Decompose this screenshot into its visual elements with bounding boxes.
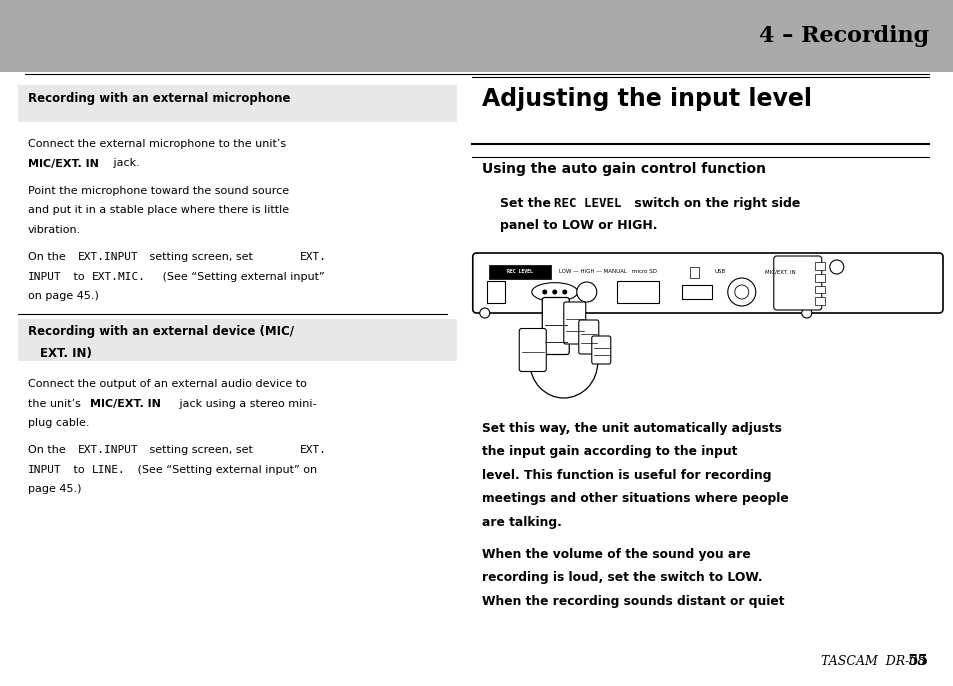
Text: MIC/EXT. IN: MIC/EXT. IN [28, 158, 99, 169]
Text: When the volume of the sound you are: When the volume of the sound you are [481, 548, 750, 561]
Text: REC LEVEL: REC LEVEL [553, 197, 620, 210]
Text: are talking.: are talking. [481, 516, 561, 529]
Text: 55: 55 [907, 654, 928, 668]
Text: EXT. IN): EXT. IN) [40, 347, 91, 360]
Text: level. This function is useful for recording: level. This function is useful for recor… [481, 469, 770, 482]
Text: Set this way, the unit automatically adjusts: Set this way, the unit automatically adj… [481, 422, 781, 435]
Bar [689, 267, 698, 278]
Text: EXT.: EXT. [299, 252, 327, 262]
Bar [617, 281, 659, 303]
Bar [814, 263, 824, 270]
Ellipse shape [529, 326, 598, 398]
FancyBboxPatch shape [773, 256, 821, 310]
Text: EXT.MIC.: EXT.MIC. [91, 272, 146, 281]
Bar [814, 274, 824, 282]
Text: Recording with an external device (MIC/: Recording with an external device (MIC/ [28, 325, 294, 338]
Circle shape [734, 285, 748, 299]
Text: on page 45.): on page 45.) [28, 291, 99, 301]
Text: page 45.): page 45.) [28, 484, 81, 495]
Text: the unit’s: the unit’s [28, 399, 84, 409]
Text: panel to LOW or HIGH.: panel to LOW or HIGH. [499, 219, 657, 232]
Text: recording is loud, set the switch to LOW.: recording is loud, set the switch to LOW… [481, 571, 761, 584]
Circle shape [552, 289, 557, 294]
Text: Point the microphone toward the sound source: Point the microphone toward the sound so… [28, 186, 289, 196]
Bar [18, 85, 456, 122]
Text: and put it in a stable place where there is little: and put it in a stable place where there… [28, 205, 289, 215]
Text: micro SD: micro SD [631, 270, 656, 274]
Bar [814, 285, 824, 294]
Text: jack.: jack. [110, 158, 139, 169]
Text: INPUT: INPUT [28, 465, 62, 475]
Text: REC LEVEL: REC LEVEL [506, 270, 532, 274]
Text: meetings and other situations where people: meetings and other situations where peop… [481, 493, 788, 506]
Text: USB: USB [714, 270, 725, 274]
Text: On the: On the [28, 252, 70, 262]
FancyBboxPatch shape [591, 336, 610, 364]
Text: plug cable.: plug cable. [28, 418, 90, 428]
Bar [488, 265, 550, 279]
Circle shape [829, 260, 842, 274]
Text: vibration.: vibration. [28, 225, 81, 235]
Bar [486, 281, 504, 303]
Text: INPUT: INPUT [28, 272, 62, 281]
Text: When the recording sounds distant or quiet: When the recording sounds distant or qui… [481, 595, 783, 608]
Text: TASCAM  DR-08: TASCAM DR-08 [820, 655, 928, 668]
FancyBboxPatch shape [563, 302, 585, 344]
Text: EXT.INPUT: EXT.INPUT [78, 445, 138, 456]
Circle shape [541, 289, 547, 294]
Text: EXT.: EXT. [299, 445, 327, 456]
Circle shape [561, 289, 567, 294]
Bar [0, 0, 953, 72]
Text: setting screen, set: setting screen, set [146, 445, 256, 456]
Text: MIC/EXT. IN: MIC/EXT. IN [764, 270, 795, 274]
Text: Adjusting the input level: Adjusting the input level [481, 87, 811, 111]
Text: jack using a stereo mini-: jack using a stereo mini- [175, 399, 316, 409]
FancyBboxPatch shape [518, 329, 546, 372]
Bar [814, 297, 824, 305]
Text: MIC/EXT. IN: MIC/EXT. IN [91, 399, 161, 409]
Circle shape [577, 282, 597, 302]
Bar [18, 319, 456, 361]
Text: Connect the output of an external audio device to: Connect the output of an external audio … [28, 379, 307, 389]
Text: to: to [71, 272, 89, 281]
Circle shape [801, 308, 811, 318]
Text: setting screen, set: setting screen, set [146, 252, 256, 262]
Text: (See “Setting external input” on: (See “Setting external input” on [133, 465, 316, 475]
Text: LOW — HIGH — MANUAL: LOW — HIGH — MANUAL [558, 270, 626, 274]
Text: EXT.INPUT: EXT.INPUT [78, 252, 138, 262]
Text: Using the auto gain control function: Using the auto gain control function [481, 162, 765, 176]
Bar [681, 285, 711, 299]
Text: to: to [71, 465, 89, 475]
Text: On the: On the [28, 445, 70, 456]
FancyBboxPatch shape [541, 298, 569, 355]
Text: LINE.: LINE. [91, 465, 126, 475]
Text: Set the: Set the [499, 197, 555, 210]
Circle shape [479, 308, 489, 318]
Text: Recording with an external microphone: Recording with an external microphone [28, 92, 291, 105]
Text: switch on the right side: switch on the right side [629, 197, 800, 210]
FancyBboxPatch shape [578, 320, 598, 354]
FancyBboxPatch shape [473, 253, 942, 313]
Text: the input gain according to the input: the input gain according to the input [481, 445, 737, 458]
Text: (See “Setting external input”: (See “Setting external input” [159, 272, 324, 281]
Text: 4 – Recording: 4 – Recording [758, 25, 928, 47]
Text: Connect the external microphone to the unit’s: Connect the external microphone to the u… [28, 139, 286, 149]
Ellipse shape [531, 283, 578, 301]
Circle shape [727, 278, 755, 306]
